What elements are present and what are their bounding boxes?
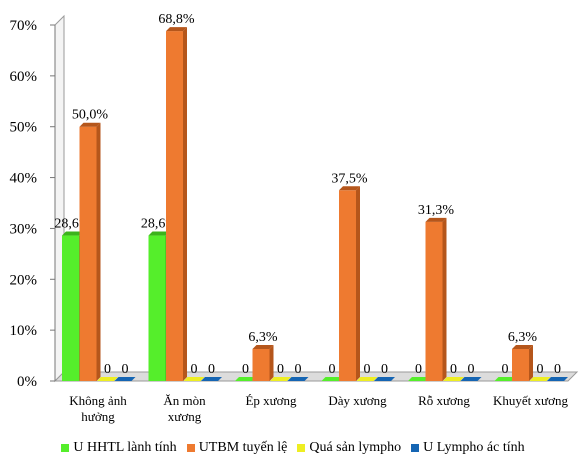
- bar-front: [512, 349, 529, 381]
- legend-swatch-utbm: [187, 444, 195, 452]
- data-label: 0: [468, 362, 475, 377]
- data-label: 0: [242, 362, 249, 377]
- legend-swatch-qua-san-lympho: [297, 444, 305, 452]
- x-category-label: Ăn mòn: [163, 393, 206, 408]
- data-label: 0: [502, 362, 509, 377]
- bar-side: [270, 345, 274, 381]
- legend-item-u-hhtl: U HHTL lành tính: [61, 440, 176, 456]
- y-tick-label: 0%: [17, 374, 37, 390]
- y-tick-label: 40%: [10, 171, 38, 187]
- x-category-label: Ép xương: [245, 393, 297, 408]
- data-label: 0: [295, 362, 302, 377]
- x-category-label: Dày xương: [328, 393, 387, 408]
- data-label: 0: [208, 362, 215, 377]
- data-label: 68,8%: [158, 12, 195, 27]
- data-label: 0: [104, 362, 111, 377]
- bar-front: [62, 236, 79, 381]
- y-tick-label: 60%: [10, 69, 38, 85]
- bar-front: [149, 236, 166, 381]
- legend-label-u-lympho: U Lympho ác tính: [423, 440, 525, 456]
- bar-front: [80, 127, 97, 381]
- bar-side: [97, 123, 101, 381]
- y-tick-label: 50%: [10, 120, 38, 136]
- legend: U HHTL lành tính UTBM tuyến lệ Quá sản l…: [0, 440, 586, 456]
- legend-label-u-hhtl: U HHTL lành tính: [73, 440, 176, 456]
- data-label: 6,3%: [248, 330, 278, 345]
- x-category-label: hưởng: [81, 409, 115, 424]
- legend-item-u-lympho: U Lympho ác tính: [411, 440, 525, 456]
- x-category-label: Khuyết xương: [493, 393, 568, 408]
- legend-label-utbm: UTBM tuyến lệ: [199, 440, 288, 456]
- y-tick-label: 30%: [10, 221, 38, 237]
- bar-side: [443, 218, 447, 381]
- bar-front: [166, 31, 183, 381]
- data-label: 0: [329, 362, 336, 377]
- data-label: 0: [381, 362, 388, 377]
- bar-front: [339, 190, 356, 381]
- y-tick-label: 70%: [10, 18, 38, 34]
- legend-label-qua-san-lympho: Quá sản lympho: [309, 440, 401, 456]
- data-label: 0: [554, 362, 561, 377]
- data-label: 31,3%: [418, 203, 455, 218]
- bar-front: [253, 349, 270, 381]
- bar-side: [529, 345, 533, 381]
- data-label: 0: [450, 362, 457, 377]
- data-label: 0: [537, 362, 544, 377]
- x-category-label: Không ảnh: [69, 393, 127, 408]
- legend-swatch-u-lympho: [411, 444, 419, 452]
- data-label: 37,5%: [331, 171, 368, 186]
- data-label: 50,0%: [72, 108, 109, 123]
- bar-side: [183, 27, 187, 381]
- y-tick-label: 10%: [10, 323, 38, 339]
- y-tick-label: 20%: [10, 272, 38, 288]
- data-label: 0: [191, 362, 198, 377]
- data-label: 0: [277, 362, 284, 377]
- bar-side: [356, 186, 360, 381]
- data-label: 0: [122, 362, 129, 377]
- legend-item-qua-san-lympho: Quá sản lympho: [297, 440, 401, 456]
- legend-swatch-u-hhtl: [61, 444, 69, 452]
- legend-item-utbm: UTBM tuyến lệ: [187, 440, 288, 456]
- x-category-label: xương: [168, 409, 202, 424]
- bar-front: [426, 222, 443, 381]
- data-label: 0: [364, 362, 371, 377]
- data-label: 0: [415, 362, 422, 377]
- x-category-label: Rỗ xương: [418, 393, 470, 408]
- data-label: 6,3%: [508, 330, 538, 345]
